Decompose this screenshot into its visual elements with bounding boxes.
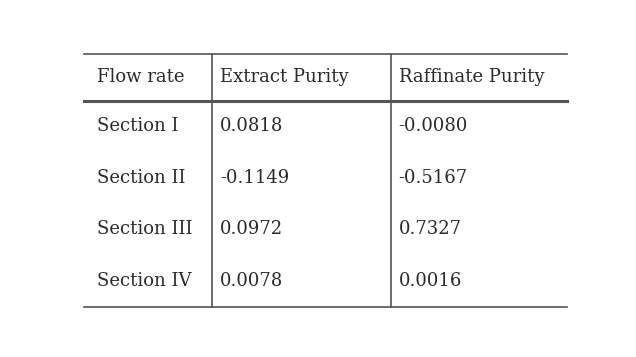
Text: 0.0818: 0.0818 — [220, 117, 283, 135]
Text: 0.0972: 0.0972 — [220, 220, 283, 238]
Text: 0.0016: 0.0016 — [399, 272, 462, 290]
Text: Raffinate Purity: Raffinate Purity — [399, 68, 544, 86]
Text: 0.7327: 0.7327 — [399, 220, 462, 238]
Text: Section I: Section I — [97, 117, 178, 135]
Text: -0.0080: -0.0080 — [399, 117, 468, 135]
Text: Section II: Section II — [97, 169, 185, 187]
Text: Extract Purity: Extract Purity — [220, 68, 349, 86]
Text: -0.5167: -0.5167 — [399, 169, 467, 187]
Text: Flow rate: Flow rate — [97, 68, 184, 86]
Text: -0.1149: -0.1149 — [220, 169, 289, 187]
Text: Section IV: Section IV — [97, 272, 191, 290]
Text: 0.0078: 0.0078 — [220, 272, 283, 290]
Text: Section III: Section III — [97, 220, 192, 238]
